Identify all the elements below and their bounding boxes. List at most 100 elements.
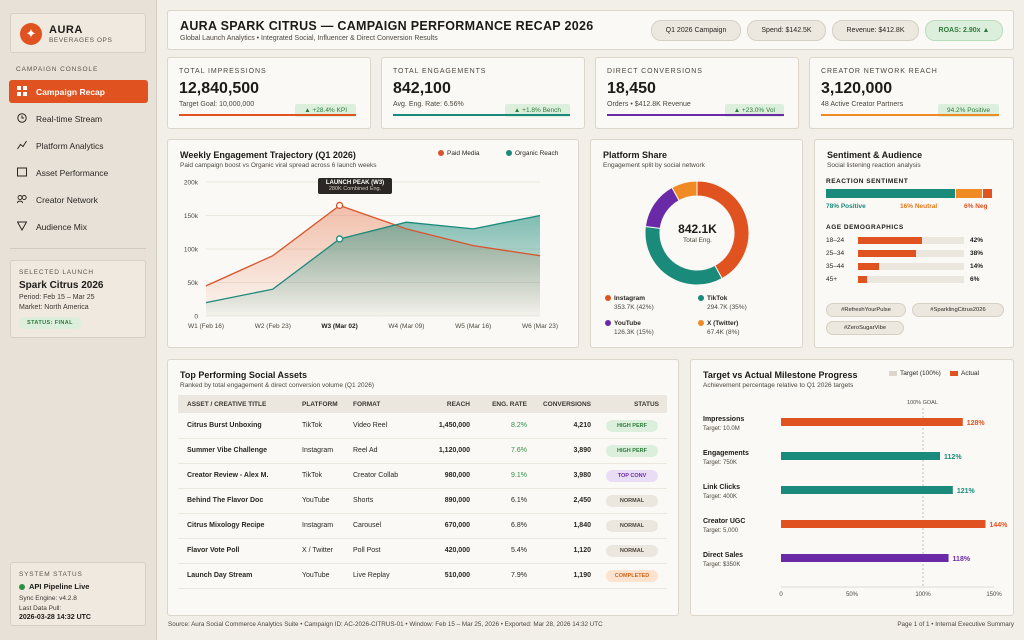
sidebar-item-label: Campaign Recap [36, 87, 105, 97]
table-row[interactable]: Launch Day Stream YouTube Live Replay 510,0… [178, 564, 667, 589]
sentiment-neutral: 16% Neutral [900, 203, 938, 210]
sidebar-item-creator-network[interactable]: Creator Network [9, 188, 148, 211]
kpi-label: DIRECT CONVERSIONS [607, 68, 703, 75]
column-header[interactable]: ENG. RATE [492, 401, 527, 408]
milestone-bar [781, 452, 941, 460]
asset-platform: X / Twitter [302, 547, 333, 554]
legend-label: X (Twitter) [707, 320, 739, 327]
kpi-value: 18,450 [607, 80, 656, 97]
sidebar-item-campaign-recap[interactable]: Campaign Recap [9, 80, 148, 103]
age-bar [858, 250, 916, 257]
sidebar-item-audience-mix[interactable]: Audience Mix [9, 215, 148, 238]
table-row[interactable]: Citrus Mixology Recipe Instagram Carousel 6… [178, 514, 667, 539]
milestone-name: Impressions [703, 416, 744, 423]
asset-reach: 1,120,000 [438, 447, 470, 454]
milestone-target: Target: 400K [703, 494, 737, 500]
table-row[interactable]: Creator Review - Alex M. TikTok Creator Co… [178, 464, 667, 489]
campaign-pill[interactable]: Q1 2026 Campaign [651, 20, 741, 41]
nav-section-title: CAMPAIGN CONSOLE [16, 66, 99, 73]
legend-label: YouTube [614, 320, 641, 327]
x-tick-label: 50% [846, 592, 859, 598]
footer-page: Page 1 of 1 • Internal Executive Summary [897, 621, 1014, 628]
sidebar-item-label: Real-time Stream [36, 114, 103, 124]
column-header[interactable]: CONVERSIONS [542, 401, 591, 408]
sidebar-item-asset-performance[interactable]: Asset Performance [9, 161, 148, 184]
legend-swatch [605, 295, 611, 302]
platform-legend-youtube[interactable]: YouTube 126.3K (15%) [605, 320, 654, 336]
kpi-badge: 94.2% Positive [938, 104, 999, 117]
status-badge: NORMAL [606, 520, 658, 532]
platform-legend-tiktok[interactable]: TikTok 294.7K (35%) [698, 295, 747, 311]
table-row[interactable]: Summer Vibe Challenge Instagram Reel Ad 1,1… [178, 439, 667, 464]
grid-icon [17, 86, 27, 96]
asset-format: Video Reel [353, 422, 388, 429]
y-tick-label: 200k [184, 180, 199, 187]
kpi-accent-bar [821, 114, 999, 116]
age-title: AGE DEMOGRAPHICS [826, 224, 904, 231]
status-badge: STATUS: FINAL [19, 317, 81, 329]
legend-swatch [438, 150, 444, 157]
asset-title: Flavor Vote Poll [187, 547, 240, 554]
donut-center-label: Total Eng. [683, 237, 712, 244]
series-area-organic-reach [206, 215, 540, 316]
sentiment-subtitle: Social listening reaction analysis [827, 162, 921, 169]
divider [10, 248, 146, 249]
table-header: ASSET / CREATIVE TITLE PLATFORM FORMAT R… [178, 395, 667, 413]
legend-label: Target (100%) [900, 370, 941, 377]
platform-legend-instagram[interactable]: Instagram 353.7K (42%) [605, 295, 654, 311]
x-tick-label: W5 (Mar 16) [455, 323, 491, 330]
asset-platform: TikTok [302, 472, 322, 479]
sidebar-item-realtime-stream[interactable]: Real-time Stream [9, 107, 148, 130]
y-tick-label: 100k [184, 247, 199, 254]
kpi-card-engagements[interactable]: TOTAL ENGAGEMENTS 842,100 Avg. Eng. Rate… [381, 57, 585, 129]
legend-swatch [698, 320, 704, 327]
milestone-value: 121% [957, 488, 976, 495]
asset-platform: YouTube [302, 572, 330, 579]
sentiment-title: Sentiment & Audience [827, 150, 923, 160]
last-pull-label: Last Data Pull: [19, 605, 62, 612]
legend-paid-media[interactable]: Paid Media [438, 150, 480, 157]
series-line-paid-media [205, 204, 541, 287]
brand-card[interactable]: ✦ AURA BEVERAGES OPS [10, 13, 146, 53]
hashtag-chip[interactable]: #RefreshYourPulse [826, 303, 906, 317]
asset-conversions: 1,120 [573, 547, 591, 554]
kpi-card-creator-reach[interactable]: CREATOR NETWORK REACH 3,120,000 48 Activ… [809, 57, 1014, 129]
hashtag-chip[interactable]: #SparklingCitrus2026 [912, 303, 1004, 317]
column-header[interactable]: FORMAT [353, 401, 381, 408]
column-header[interactable]: REACH [446, 401, 470, 408]
kpi-card-conversions[interactable]: DIRECT CONVERSIONS 18,450 Orders • $412.… [595, 57, 799, 129]
x-tick-label: 0 [779, 592, 783, 598]
donut-center-value: 842.1K [678, 222, 717, 236]
column-header[interactable]: STATUS [633, 401, 659, 408]
asset-eng-rate: 9.1% [511, 472, 527, 479]
asset-platform: YouTube [302, 497, 330, 504]
revenue-pill[interactable]: Revenue: $412.8K [832, 20, 919, 41]
asset-conversions: 3,890 [573, 447, 591, 454]
table-row[interactable]: Citrus Burst Unboxing TikTok Video Reel 1,4… [178, 414, 667, 439]
trajectory-title: Weekly Engagement Trajectory (Q1 2026) [180, 150, 356, 160]
legend-organic-reach[interactable]: Organic Reach [506, 150, 558, 157]
status-badge: COMPLETED [606, 570, 658, 582]
roas-pill[interactable]: ROAS: 2.90x ▲ [925, 20, 1003, 41]
column-header[interactable]: ASSET / CREATIVE TITLE [187, 401, 267, 408]
platform-legend-x-twitter[interactable]: X (Twitter) 67.4K (8%) [698, 320, 740, 336]
table-row[interactable]: Behind The Flavor Doc YouTube Shorts 890,00… [178, 489, 667, 514]
trajectory-chart: 0 50k 100k 150k 200k W1 (Feb 16) W2 (Feb 23) W3… [184, 180, 558, 331]
kpi-label: TOTAL ENGAGEMENTS [393, 68, 487, 75]
platform-donut-chart [644, 180, 750, 286]
selected-launch-card[interactable]: SELECTED LAUNCH Spark Citrus 2026 Period… [10, 260, 146, 338]
spend-pill[interactable]: Spend: $142.5K [747, 20, 826, 41]
legend-actual: Actual [950, 370, 979, 377]
asset-reach: 1,450,000 [438, 422, 470, 429]
age-bar [858, 237, 922, 244]
hashtag-chip[interactable]: #ZeroSugarVibe [826, 321, 904, 335]
sidebar-item-platform-analytics[interactable]: Platform Analytics [9, 134, 148, 157]
launch-period: Period: Feb 15 – Mar 25 [19, 294, 95, 301]
table-row[interactable]: Flavor Vote Poll X / Twitter Poll Post 420,… [178, 539, 667, 564]
kpi-subtext: Target Goal: 10,000,000 [179, 101, 255, 108]
kpi-card-impressions[interactable]: TOTAL IMPRESSIONS 12,840,500 Target Goal… [167, 57, 371, 129]
legend-value: 126.3K (15%) [614, 329, 654, 336]
column-header[interactable]: PLATFORM [302, 401, 338, 408]
people-icon [16, 194, 27, 204]
asset-platform: Instagram [302, 447, 334, 454]
